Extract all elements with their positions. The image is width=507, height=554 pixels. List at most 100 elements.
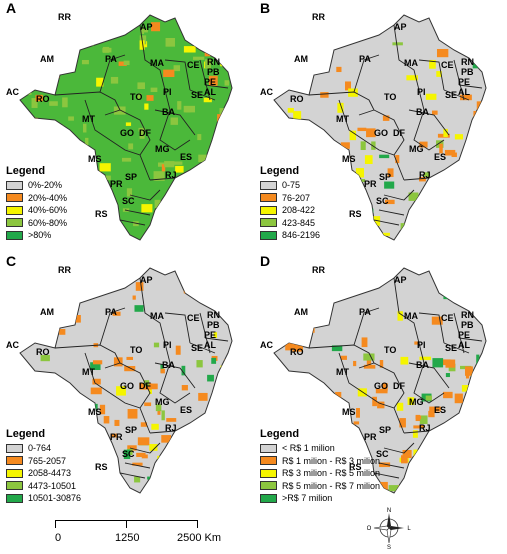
municipality-patch [475, 204, 486, 209]
municipality-patch [446, 443, 453, 449]
state-label-al: AL [204, 87, 216, 97]
municipality-patch [228, 182, 232, 188]
municipality-patch [183, 285, 190, 294]
municipality-patch [472, 63, 483, 69]
municipality-patch [176, 206, 188, 210]
municipality-patch [96, 27, 100, 36]
municipality-patch [114, 419, 120, 426]
state-border [363, 139, 405, 181]
state-border [378, 462, 405, 469]
municipality-patch [80, 198, 87, 203]
state-border [119, 472, 146, 479]
municipality-patch [369, 230, 376, 236]
state-border [189, 342, 216, 354]
state-label-am: AM [294, 307, 308, 317]
state-label-es: ES [180, 405, 192, 415]
municipality-patch [402, 449, 412, 459]
state-label-al: AL [458, 340, 470, 350]
municipality-patch [126, 188, 133, 197]
compass-w: O [367, 526, 372, 532]
legend-item: R$ 1 milion - R$ 3 milion [260, 455, 380, 468]
state-border [353, 307, 380, 346]
municipality-patch [457, 473, 466, 478]
municipality-patch [475, 371, 486, 377]
municipality-patch [407, 397, 415, 405]
legend-swatch [6, 468, 23, 478]
legend-item: 4473-10501 [6, 480, 81, 493]
municipality-patch [127, 445, 137, 451]
legend-label: 40%-60% [28, 205, 68, 216]
municipality-patch [219, 459, 225, 467]
municipality-patch [33, 310, 38, 316]
municipality-patch [183, 105, 196, 113]
state-label-mt: MT [82, 367, 95, 377]
municipality-patch [118, 61, 127, 66]
municipality-patch [93, 175, 98, 181]
municipality-patch [88, 479, 97, 487]
municipality-patch [414, 341, 420, 345]
municipality-patch [204, 424, 212, 433]
municipality-patch [96, 185, 106, 189]
state-label-sc: SC [376, 196, 389, 206]
municipality-patch [287, 107, 294, 113]
panel-label: D [260, 253, 271, 269]
municipality-patch [478, 149, 486, 158]
state-border [458, 84, 483, 89]
municipality-patch [99, 404, 106, 415]
municipality-patch [480, 375, 486, 381]
municipality-patch [443, 181, 452, 192]
municipality-patch [413, 425, 425, 429]
municipality-patch [147, 476, 151, 480]
municipality-patch [395, 155, 400, 164]
legend-title: Legend [6, 165, 46, 177]
municipality-patch [355, 168, 365, 178]
state-border [84, 352, 111, 394]
municipality-patch [141, 204, 153, 213]
municipality-patch [167, 208, 174, 218]
legend: Legend 0%-20% 20%-40% 40%-60% 60%-80% >80% [6, 165, 67, 242]
municipality-patch [137, 82, 145, 90]
state-border [139, 24, 171, 111]
state-label-rr: RR [58, 12, 71, 22]
state-label-pr: PR [110, 432, 123, 442]
legend-label: 846-2196 [282, 230, 321, 241]
municipality-patch [423, 446, 428, 455]
municipality-patch [419, 356, 432, 361]
municipality-patch [469, 173, 478, 181]
legend: Legend < R$ 1 milion R$ 1 milion - R$ 3 mi… [260, 428, 380, 505]
municipality-patch [171, 221, 176, 230]
municipality-patch [481, 448, 486, 452]
municipality-patch [476, 101, 486, 111]
municipality-patch [399, 418, 406, 428]
state-border [393, 277, 425, 364]
legend-swatch [6, 493, 23, 503]
legend: Legend 0-764 765-2057 2058-4473 4473-10501 10… [6, 428, 81, 505]
municipality-patch [353, 421, 360, 425]
municipality-patch [412, 465, 421, 470]
legend-item: 2058-4473 [6, 467, 81, 480]
state-label-ce: CE [187, 60, 200, 70]
municipality-patch [124, 365, 136, 372]
state-label-ac: AC [260, 87, 273, 97]
state-label-go: GO [120, 128, 134, 138]
municipality-patch [382, 115, 390, 121]
legend-swatch [6, 218, 23, 228]
municipality-patch [471, 460, 476, 471]
state-border [308, 344, 375, 364]
state-label-rs: RS [95, 462, 108, 472]
state-label-se: SE [191, 90, 203, 100]
municipality-patch [421, 207, 427, 213]
municipality-patch [150, 87, 158, 93]
municipality-patch [165, 38, 175, 47]
municipality-patch [340, 142, 350, 149]
legend: Legend 0-75 76-207 208-422 423-845 846-2196 [260, 165, 320, 242]
state-border [453, 59, 465, 101]
state-label-al: AL [458, 87, 470, 97]
municipality-patch [212, 212, 222, 220]
municipality-patch [104, 175, 111, 181]
municipality-patch [336, 66, 342, 73]
state-border [353, 54, 380, 93]
legend-label: 60%-80% [28, 217, 68, 228]
legend-item: 60%-80% [6, 217, 67, 230]
state-border [124, 209, 151, 216]
